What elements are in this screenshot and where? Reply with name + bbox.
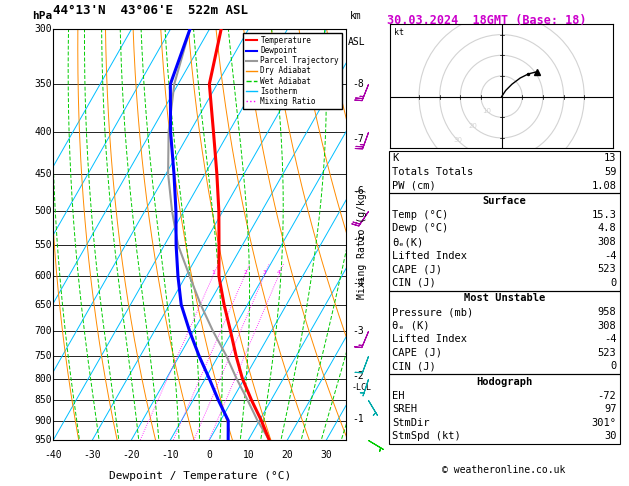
Text: 750: 750	[35, 350, 52, 361]
Text: 4: 4	[277, 270, 281, 275]
Text: Lifted Index: Lifted Index	[392, 251, 467, 260]
Text: 3: 3	[262, 270, 266, 275]
Text: 2: 2	[243, 270, 247, 275]
Text: 600: 600	[35, 271, 52, 281]
Text: km: km	[350, 11, 362, 21]
Text: SREH: SREH	[392, 404, 418, 414]
Text: -40: -40	[45, 450, 62, 460]
Text: -4: -4	[604, 251, 616, 260]
Text: 950: 950	[35, 435, 52, 445]
Text: StmSpd (kt): StmSpd (kt)	[392, 432, 461, 441]
Text: -10: -10	[162, 450, 179, 460]
Text: 800: 800	[35, 374, 52, 383]
Text: -4: -4	[352, 278, 364, 288]
Text: EH: EH	[392, 391, 405, 400]
Text: Temp (°C): Temp (°C)	[392, 210, 448, 220]
Text: θₑ (K): θₑ (K)	[392, 321, 430, 330]
Text: 450: 450	[35, 169, 52, 179]
Text: 20: 20	[468, 122, 477, 128]
Text: 550: 550	[35, 240, 52, 250]
Text: CAPE (J): CAPE (J)	[392, 264, 442, 274]
Text: 523: 523	[598, 264, 616, 274]
Text: 700: 700	[35, 326, 52, 336]
Text: Pressure (mb): Pressure (mb)	[392, 307, 474, 317]
Text: 350: 350	[35, 79, 52, 89]
Text: K: K	[392, 154, 399, 163]
Text: 400: 400	[35, 127, 52, 137]
Text: -3: -3	[352, 326, 364, 336]
Text: 20: 20	[282, 450, 293, 460]
Text: 10: 10	[243, 450, 254, 460]
Text: © weatheronline.co.uk: © weatheronline.co.uk	[442, 465, 565, 475]
Text: 958: 958	[598, 307, 616, 317]
Text: 0: 0	[610, 362, 616, 371]
Text: Surface: Surface	[482, 196, 526, 206]
Text: -8: -8	[352, 79, 364, 89]
Text: 15.3: 15.3	[591, 210, 616, 220]
Text: Hodograph: Hodograph	[476, 377, 533, 387]
Text: 308: 308	[598, 321, 616, 330]
Text: Totals Totals: Totals Totals	[392, 167, 474, 177]
Text: 4.8: 4.8	[598, 224, 616, 233]
Text: 900: 900	[35, 416, 52, 426]
Text: 650: 650	[35, 300, 52, 310]
Text: 300: 300	[35, 24, 52, 34]
Text: 308: 308	[598, 237, 616, 247]
Text: 1: 1	[211, 270, 215, 275]
Text: hPa: hPa	[31, 11, 52, 21]
Text: kt: kt	[394, 28, 404, 37]
Text: StmDir: StmDir	[392, 418, 430, 428]
Text: -1: -1	[352, 415, 364, 424]
Text: CAPE (J): CAPE (J)	[392, 348, 442, 358]
Text: -5: -5	[352, 234, 364, 243]
Text: 30: 30	[604, 432, 616, 441]
Text: -30: -30	[84, 450, 101, 460]
Text: -LCL: -LCL	[352, 383, 372, 392]
Text: -2: -2	[352, 371, 364, 382]
Text: -7: -7	[352, 134, 364, 144]
Text: 1.08: 1.08	[591, 181, 616, 191]
Text: 44°13'N  43°06'E  522m ASL: 44°13'N 43°06'E 522m ASL	[53, 4, 248, 17]
Text: 850: 850	[35, 395, 52, 405]
Text: 97: 97	[604, 404, 616, 414]
Text: 523: 523	[598, 348, 616, 358]
Legend: Temperature, Dewpoint, Parcel Trajectory, Dry Adiabat, Wet Adiabat, Isotherm, Mi: Temperature, Dewpoint, Parcel Trajectory…	[243, 33, 342, 109]
Text: Mixing Ratio (g/kg): Mixing Ratio (g/kg)	[357, 187, 367, 299]
Text: CIN (J): CIN (J)	[392, 278, 437, 288]
Text: 30: 30	[454, 137, 463, 143]
Text: -6: -6	[352, 186, 364, 196]
Text: CIN (J): CIN (J)	[392, 362, 437, 371]
Text: 30.03.2024  18GMT (Base: 18): 30.03.2024 18GMT (Base: 18)	[387, 14, 586, 27]
Text: 59: 59	[604, 167, 616, 177]
Text: ASL: ASL	[347, 37, 365, 47]
Text: 0: 0	[206, 450, 213, 460]
Text: -20: -20	[123, 450, 140, 460]
Text: 10: 10	[482, 108, 492, 114]
Text: -4: -4	[604, 334, 616, 344]
Text: θₑ(K): θₑ(K)	[392, 237, 424, 247]
Text: 13: 13	[604, 154, 616, 163]
Text: PW (cm): PW (cm)	[392, 181, 437, 191]
Text: 301°: 301°	[591, 418, 616, 428]
Text: Most Unstable: Most Unstable	[464, 294, 545, 303]
Text: 30: 30	[321, 450, 332, 460]
Text: Dewpoint / Temperature (°C): Dewpoint / Temperature (°C)	[109, 470, 291, 481]
Text: Lifted Index: Lifted Index	[392, 334, 467, 344]
Text: 500: 500	[35, 206, 52, 216]
Text: Dewp (°C): Dewp (°C)	[392, 224, 448, 233]
Text: -72: -72	[598, 391, 616, 400]
Text: 0: 0	[610, 278, 616, 288]
